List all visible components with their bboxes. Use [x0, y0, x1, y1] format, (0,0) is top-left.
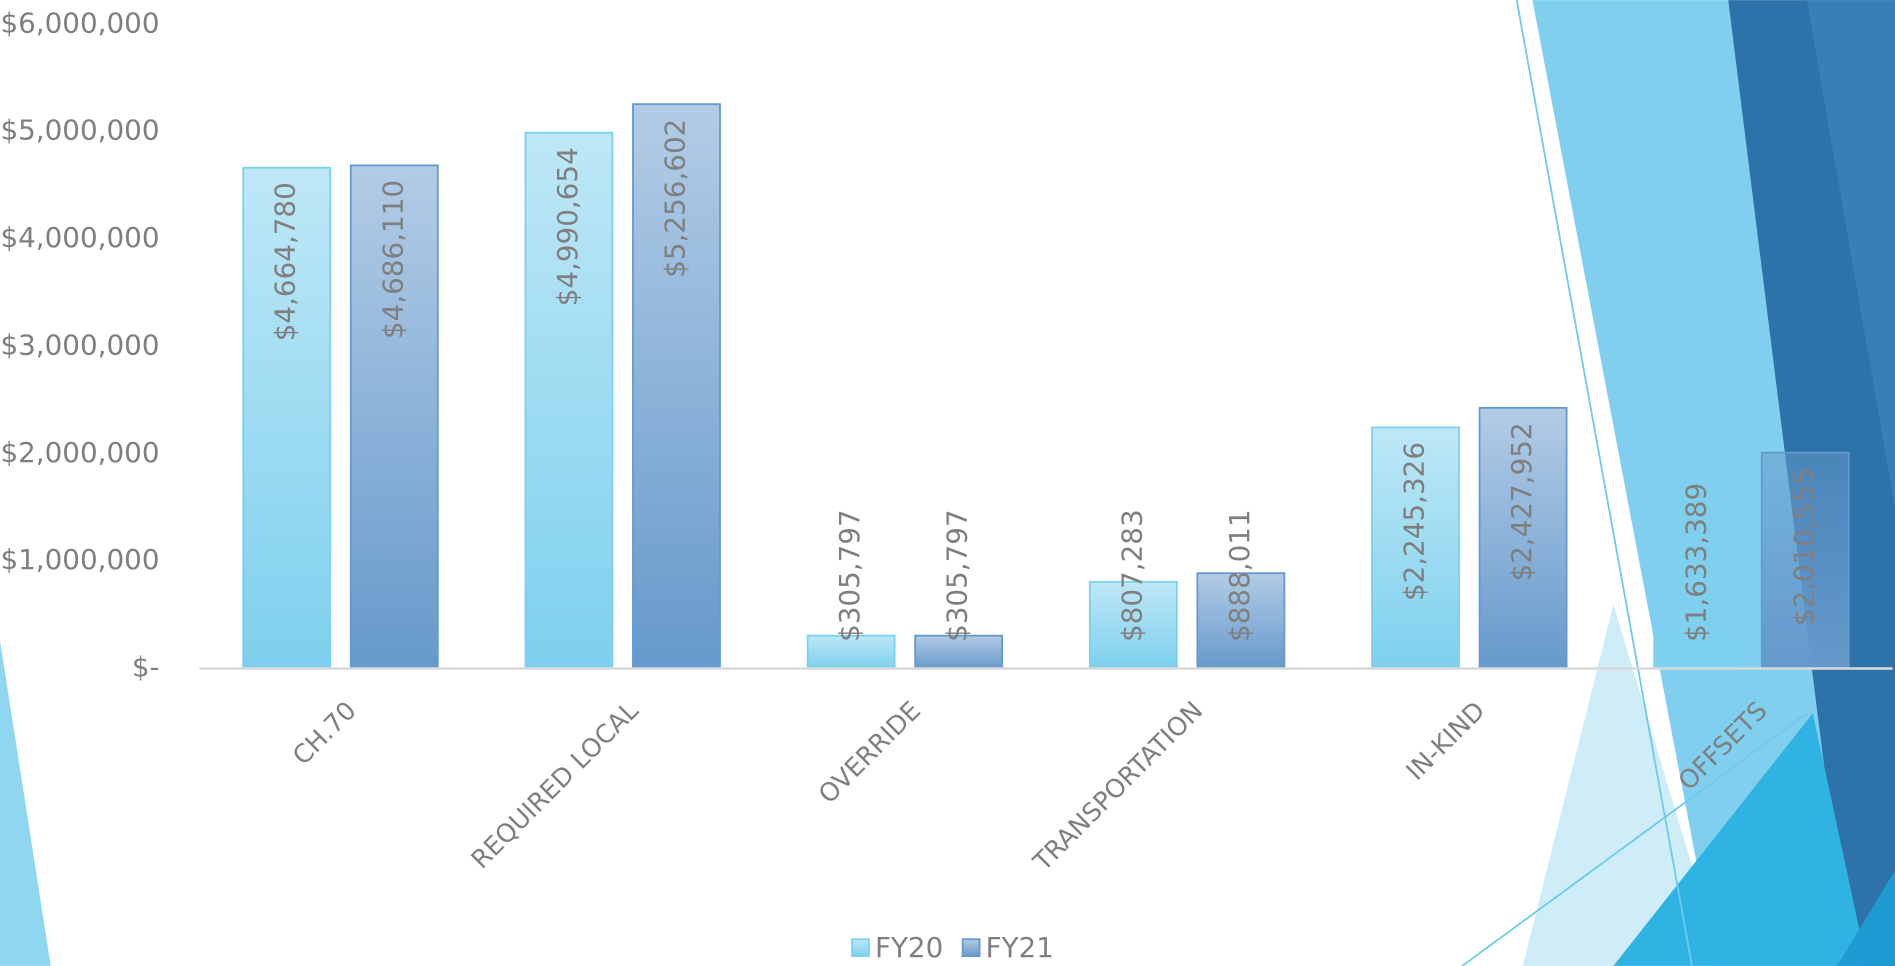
value-label: $5,256,602: [658, 119, 691, 278]
y-tick-label: $1,000,000: [0, 543, 159, 576]
y-tick-label: $-: [132, 651, 160, 684]
value-label: $4,990,654: [551, 147, 584, 306]
value-label: $2,010,555: [1787, 467, 1820, 626]
value-label: $4,664,780: [269, 182, 302, 341]
legend-label: FY20: [875, 931, 943, 964]
legend-swatch: [963, 939, 980, 956]
value-label: $2,427,952: [1505, 422, 1538, 581]
value-label: $4,686,110: [376, 180, 409, 339]
value-label: $807,283: [1115, 509, 1148, 642]
y-tick-label: $3,000,000: [0, 328, 159, 361]
y-tick-label: $2,000,000: [0, 436, 159, 469]
y-tick-label: $5,000,000: [0, 114, 159, 147]
value-label: $2,245,326: [1398, 442, 1431, 601]
y-tick-label: $4,000,000: [0, 221, 159, 254]
x-tick-label: IN-KIND: [1400, 695, 1491, 786]
chart: $- $1,000,000 $2,000,000 $3,000,000 $4,000,0…: [0, 0, 1895, 966]
legend-swatch: [852, 939, 869, 956]
value-label: $305,797: [833, 509, 866, 642]
legend-label: FY21: [986, 931, 1054, 964]
x-tick-label: OVERRIDE: [812, 695, 926, 809]
x-tick-label: TRANSPORTATION: [1026, 695, 1208, 877]
value-label: $888,011: [1223, 509, 1256, 642]
value-label: $305,797: [941, 509, 974, 642]
y-tick-label: $6,000,000: [0, 6, 159, 39]
x-tick-label: REQUIRED LOCAL: [465, 695, 644, 874]
value-label: $1,633,389: [1680, 483, 1713, 642]
x-tick-label: CH.70: [286, 695, 361, 770]
page: {"chart_data": {"type": "bar", "categori…: [0, 0, 1895, 966]
